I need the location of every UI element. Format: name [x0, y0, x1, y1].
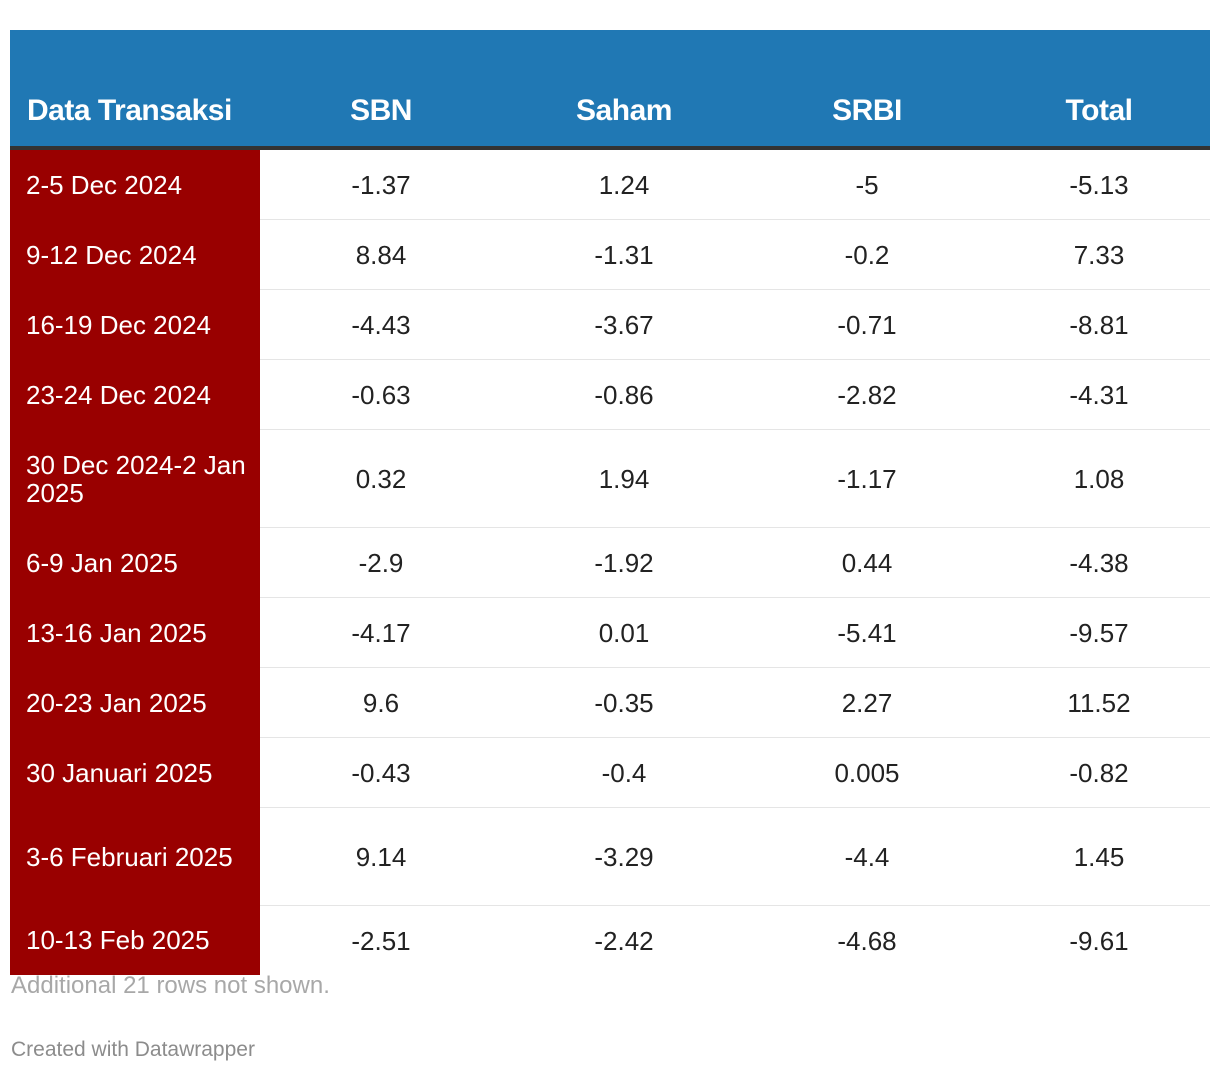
- value-cell-srbi: -5.41: [746, 597, 988, 668]
- column-header-sbn: SBN: [260, 30, 502, 150]
- value-cell-srbi: 0.005: [746, 737, 988, 808]
- table-row: 30 Januari 2025 -0.43 -0.4 0.005 -0.82: [10, 737, 1210, 808]
- value-cell-srbi: -4.4: [746, 807, 988, 906]
- value-cell-total: -9.61: [1069, 925, 1129, 956]
- table-row: 9-12 Dec 2024 8.84 -1.31 -0.2 7.33: [10, 219, 1210, 290]
- row-label-cell: 16-19 Dec 2024: [10, 289, 260, 360]
- value-cell-saham: 0.01: [502, 597, 746, 668]
- value-cell-srbi: 2.27: [746, 667, 988, 738]
- datawrapper-credit: Created with Datawrapper: [11, 1038, 255, 1061]
- table-row: 6-9 Jan 2025 -2.9 -1.92 0.44 -4.38: [10, 527, 1210, 598]
- value-cell-total: -5.13: [988, 148, 1210, 220]
- row-label-cell: 30 Januari 2025: [10, 737, 260, 808]
- value-cell-srbi: -5: [746, 148, 988, 220]
- value-cell-total: -9.57: [988, 597, 1210, 668]
- value-cell-total: 1.08: [988, 429, 1210, 528]
- value-cell-total: -0.82: [988, 737, 1210, 808]
- value-cell-total: -4.31: [988, 359, 1210, 430]
- value-cell-saham: -1.92: [502, 527, 746, 598]
- rows-not-shown-note: Additional 21 rows not shown.: [11, 972, 330, 999]
- table-row: 3-6 Februari 2025 9.14 -3.29 -4.4 1.45: [10, 807, 1210, 906]
- header-row: Data Transaksi SBN Saham SRBI Total: [10, 30, 1210, 150]
- value-cell-saham: -3.29: [502, 807, 746, 906]
- value-cell-total: 1.45: [988, 807, 1210, 906]
- value-cell-sbn: 8.84: [260, 219, 502, 290]
- value-cell-sbn: -0.43: [260, 737, 502, 808]
- value-cell-total: -4.38: [988, 527, 1210, 598]
- value-cell-srbi: -0.71: [746, 289, 988, 360]
- value-cell-sbn: -1.37: [260, 148, 502, 220]
- table-row: 16-19 Dec 2024 -4.43 -3.67 -0.71 -8.81: [10, 289, 1210, 360]
- value-cell-saham: -1.31: [502, 219, 746, 290]
- column-header-saham: Saham: [502, 30, 746, 150]
- table-body: 2-5 Dec 2024 -1.37 1.24 -5 -5.13 9-12 Dec 202…: [10, 148, 1210, 975]
- row-label-cell: 30 Dec 2024-2 Jan 2025: [10, 429, 260, 528]
- transaction-table: Data Transaksi SBN Saham SRBI Total 2-5 Dec …: [10, 30, 1210, 975]
- row-label-cell: 9-12 Dec 2024: [10, 219, 260, 290]
- value-cell-saham: -0.86: [502, 359, 746, 430]
- column-header-total: Total: [988, 30, 1210, 150]
- value-cell-srbi: -2.82: [746, 359, 988, 430]
- row-label-cell: 3-6 Februari 2025: [10, 807, 260, 906]
- value-cell-sbn: 0.32: [260, 429, 502, 528]
- value-cell-srbi: -4.68: [837, 925, 897, 956]
- value-cell-srbi: -0.2: [746, 219, 988, 290]
- row-label-cell: 6-9 Jan 2025: [10, 527, 260, 598]
- table-row: 2-5 Dec 2024 -1.37 1.24 -5 -5.13: [10, 148, 1210, 220]
- value-cell-sbn: -4.43: [260, 289, 502, 360]
- table-row: 10-13 Feb 2025 -2.51 -2.42 -4.68 -9.61: [10, 905, 1210, 975]
- row-label-cell: 13-16 Jan 2025: [10, 597, 260, 668]
- row-label-cell: 2-5 Dec 2024: [10, 148, 260, 220]
- value-cell-sbn: -2.9: [260, 527, 502, 598]
- value-cell-sbn: 9.14: [260, 807, 502, 906]
- value-cell-saham: -0.35: [502, 667, 746, 738]
- value-cell-sbn: -2.51: [351, 925, 411, 956]
- value-cell-saham: 1.94: [502, 429, 746, 528]
- table-row: 30 Dec 2024-2 Jan 2025 0.32 1.94 -1.17 1.08: [10, 429, 1210, 528]
- table-row: 13-16 Jan 2025 -4.17 0.01 -5.41 -9.57: [10, 597, 1210, 668]
- column-header-date: Data Transaksi: [10, 30, 260, 150]
- value-cell-total: 11.52: [988, 667, 1210, 738]
- value-cell-sbn: 9.6: [260, 667, 502, 738]
- value-cell-saham: -3.67: [502, 289, 746, 360]
- value-cell-srbi: 0.44: [746, 527, 988, 598]
- data-table-container: Data Transaksi SBN Saham SRBI Total 2-5 Dec …: [10, 30, 1210, 975]
- value-cell-srbi: -1.17: [746, 429, 988, 528]
- value-cell-sbn: -4.17: [260, 597, 502, 668]
- value-cell-total: 7.33: [988, 219, 1210, 290]
- value-cell-saham: -0.4: [502, 737, 746, 808]
- value-cell-saham: -2.42: [594, 925, 654, 956]
- row-label-cell: 23-24 Dec 2024: [10, 359, 260, 430]
- table-row: 20-23 Jan 2025 9.6 -0.35 2.27 11.52: [10, 667, 1210, 738]
- table-row: 23-24 Dec 2024 -0.63 -0.86 -2.82 -4.31: [10, 359, 1210, 430]
- value-cell-sbn: -0.63: [260, 359, 502, 430]
- row-label-cell: 20-23 Jan 2025: [10, 667, 260, 738]
- value-cell-saham: 1.24: [502, 148, 746, 220]
- value-cell-total: -8.81: [988, 289, 1210, 360]
- row-label-cell: 10-13 Feb 2025: [10, 905, 260, 975]
- column-header-srbi: SRBI: [746, 30, 988, 150]
